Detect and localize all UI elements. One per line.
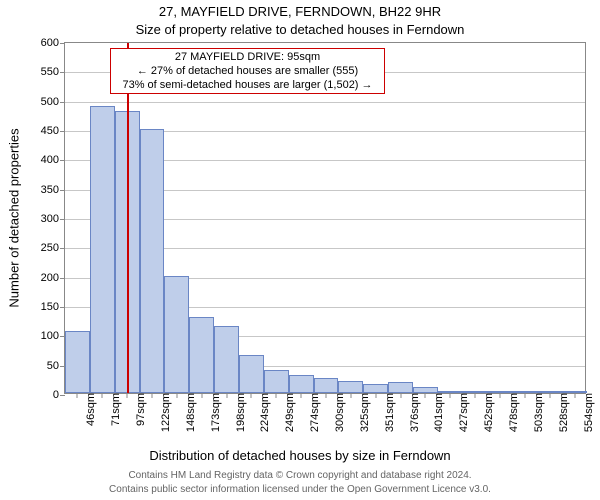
xtick-mark xyxy=(102,393,103,398)
xtick-label: 503sqm xyxy=(529,393,545,432)
histogram-bar xyxy=(239,355,264,393)
xtick-label: 148sqm xyxy=(181,393,197,432)
xtick-mark xyxy=(77,393,78,398)
xtick-label: 376sqm xyxy=(405,393,421,432)
ytick-label: 500 xyxy=(41,96,65,108)
xtick-mark xyxy=(524,393,525,398)
xtick-mark xyxy=(301,393,302,398)
ytick-label: 600 xyxy=(41,37,65,49)
histogram-bar xyxy=(314,378,339,393)
xtick-mark xyxy=(251,393,252,398)
grid-line xyxy=(65,102,585,103)
xtick-label: 452sqm xyxy=(479,393,495,432)
xtick-label: 71sqm xyxy=(106,393,122,426)
xtick-mark xyxy=(326,393,327,398)
ytick-label: 0 xyxy=(53,389,65,401)
xtick-label: 224sqm xyxy=(255,393,271,432)
xtick-mark xyxy=(425,393,426,398)
histogram-bar xyxy=(189,317,214,393)
xtick-mark xyxy=(375,393,376,398)
histogram-bar xyxy=(65,331,90,393)
xtick-label: 325sqm xyxy=(355,393,371,432)
xtick-label: 528sqm xyxy=(554,393,570,432)
xtick-label: 351sqm xyxy=(380,393,396,432)
xtick-mark xyxy=(152,393,153,398)
histogram-bar xyxy=(289,375,314,393)
histogram-bar xyxy=(388,382,413,393)
ytick-label: 150 xyxy=(41,301,65,313)
annotation-line-3: 73% of semi-detached houses are larger (… xyxy=(115,79,380,93)
property-marker-line xyxy=(127,43,129,393)
histogram-bar xyxy=(164,276,189,393)
xtick-label: 427sqm xyxy=(454,393,470,432)
xtick-mark xyxy=(400,393,401,398)
ytick-label: 100 xyxy=(41,330,65,342)
xtick-mark xyxy=(450,393,451,398)
xtick-label: 300sqm xyxy=(330,393,346,432)
histogram-bar xyxy=(264,370,289,393)
xtick-label: 478sqm xyxy=(504,393,520,432)
xtick-mark xyxy=(475,393,476,398)
ytick-label: 200 xyxy=(41,272,65,284)
xtick-label: 274sqm xyxy=(305,393,321,432)
xtick-label: 249sqm xyxy=(280,393,296,432)
xtick-mark xyxy=(350,393,351,398)
x-axis-label: Distribution of detached houses by size … xyxy=(0,448,600,463)
xtick-label: 122sqm xyxy=(156,393,172,432)
histogram-bar xyxy=(214,326,239,393)
y-axis-label: Number of detached properties xyxy=(7,128,22,307)
footer-line-1: Contains HM Land Registry data © Crown c… xyxy=(0,470,600,481)
xtick-label: 554sqm xyxy=(579,393,595,432)
title-line-1: 27, MAYFIELD DRIVE, FERNDOWN, BH22 9HR xyxy=(0,4,600,19)
histogram-bar xyxy=(338,381,363,393)
ytick-label: 550 xyxy=(41,66,65,78)
annotation-box: 27 MAYFIELD DRIVE: 95sqm ← 27% of detach… xyxy=(110,48,385,94)
xtick-mark xyxy=(127,393,128,398)
histogram-bar xyxy=(140,129,165,393)
xtick-label: 46sqm xyxy=(81,393,97,426)
annotation-line-1: 27 MAYFIELD DRIVE: 95sqm xyxy=(115,51,380,65)
xtick-mark xyxy=(226,393,227,398)
plot-area: 05010015020025030035040045050055060046sq… xyxy=(64,42,586,394)
xtick-mark xyxy=(549,393,550,398)
xtick-mark xyxy=(201,393,202,398)
title-line-2: Size of property relative to detached ho… xyxy=(0,22,600,37)
annotation-line-2: ← 27% of detached houses are smaller (55… xyxy=(115,65,380,79)
histogram-bar xyxy=(363,384,388,393)
ytick-label: 350 xyxy=(41,184,65,196)
xtick-mark xyxy=(574,393,575,398)
xtick-mark xyxy=(276,393,277,398)
ytick-label: 250 xyxy=(41,242,65,254)
xtick-label: 401sqm xyxy=(429,393,445,432)
ytick-label: 300 xyxy=(41,213,65,225)
xtick-label: 97sqm xyxy=(131,393,147,426)
ytick-label: 400 xyxy=(41,154,65,166)
xtick-label: 198sqm xyxy=(231,393,247,432)
xtick-label: 173sqm xyxy=(206,393,222,432)
xtick-mark xyxy=(176,393,177,398)
ytick-label: 450 xyxy=(41,125,65,137)
ytick-label: 50 xyxy=(47,360,65,372)
histogram-bar xyxy=(90,106,115,393)
footer-line-2: Contains public sector information licen… xyxy=(0,484,600,495)
xtick-mark xyxy=(500,393,501,398)
